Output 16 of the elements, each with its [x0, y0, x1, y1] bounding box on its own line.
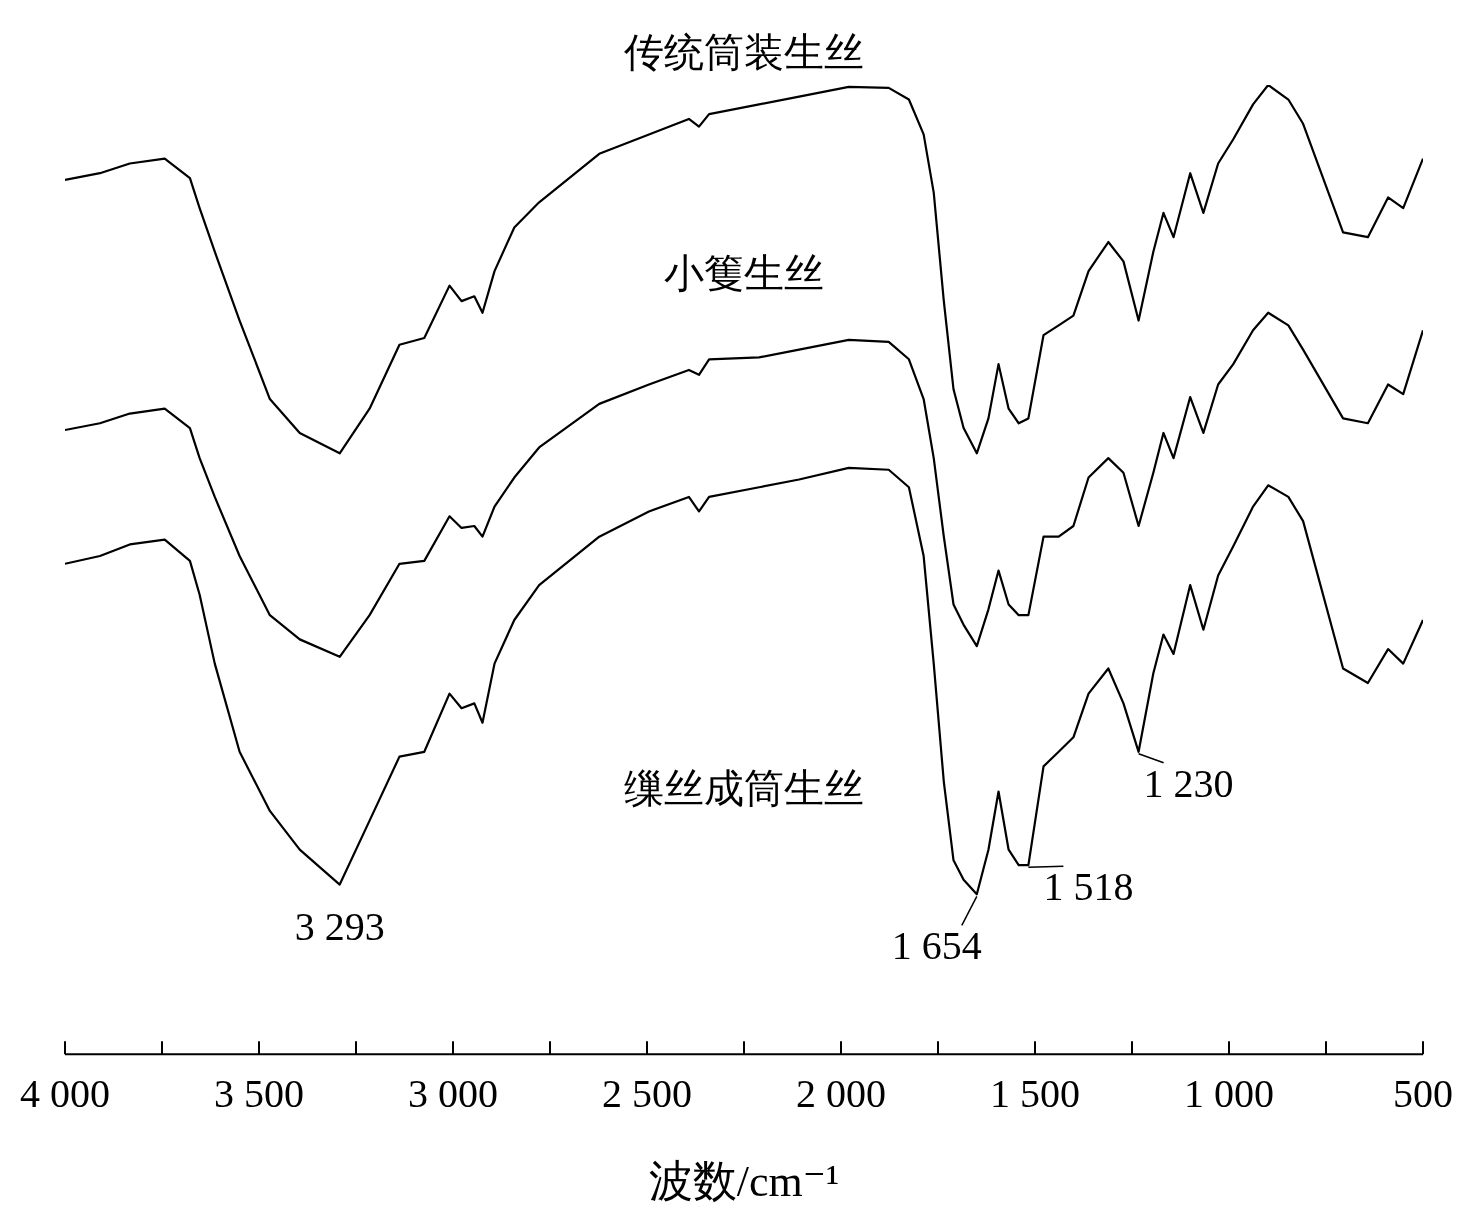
x-tick-label: 3 000	[408, 1070, 498, 1116]
annotation: 1 230	[1143, 760, 1234, 806]
x-tick-label: 4 000	[20, 1070, 110, 1116]
series-label: 小篗生丝	[664, 251, 824, 297]
annotation: 3 293	[294, 903, 385, 949]
series-label: 传统筒装生丝	[624, 30, 864, 76]
x-tick-label: 2 500	[602, 1070, 692, 1116]
x-tick-label: 3 500	[214, 1070, 304, 1116]
x-tick-label: 1 000	[1184, 1070, 1274, 1116]
x-tick-label: 2 000	[796, 1070, 886, 1116]
x-axis-title: 波数/cm⁻¹	[648, 1157, 840, 1207]
x-tick-label: 1 500	[990, 1070, 1080, 1116]
series-label: 缫丝成筒生丝	[624, 766, 864, 812]
annotation: 1 654	[891, 923, 982, 969]
annotation: 1 518	[1043, 864, 1134, 910]
x-tick-label: 500	[1393, 1070, 1453, 1116]
